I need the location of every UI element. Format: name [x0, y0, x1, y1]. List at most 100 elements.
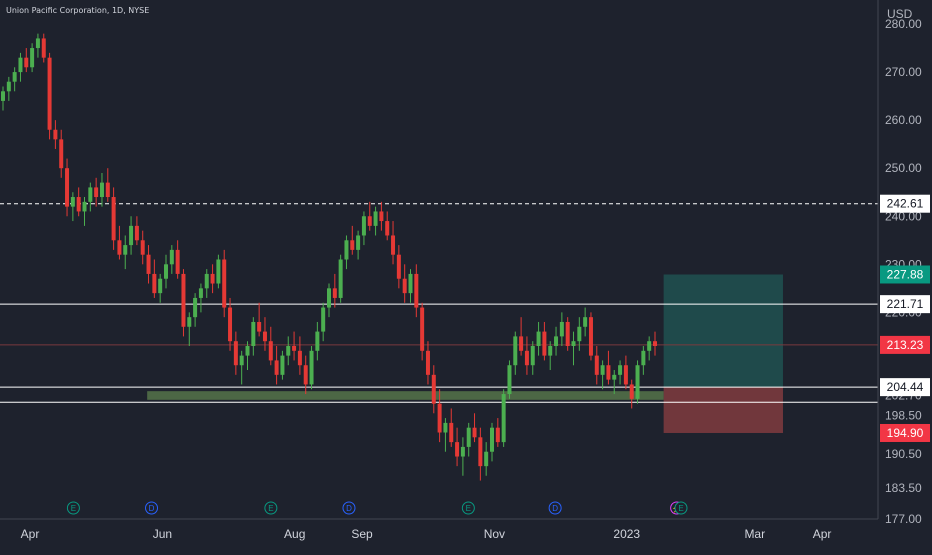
candle-body — [647, 341, 652, 351]
candle-body — [187, 317, 192, 327]
y-tick-label: 183.50 — [885, 481, 922, 495]
candle-body — [99, 182, 104, 198]
candle-body — [565, 321, 570, 346]
candle-body — [338, 259, 343, 298]
candle-body — [53, 129, 58, 140]
candle-body — [47, 57, 52, 130]
candle-body — [484, 451, 489, 467]
candle-body — [571, 341, 576, 346]
candle-body — [251, 321, 256, 346]
candle-body — [623, 365, 628, 385]
candle-body — [408, 273, 413, 294]
event-marker — [674, 501, 688, 515]
x-tick-label: Sep — [351, 527, 373, 541]
candle-body — [431, 374, 436, 404]
candle-body — [164, 264, 168, 279]
candle-body — [361, 216, 366, 236]
candle-body — [1, 91, 5, 101]
candle-body — [94, 187, 99, 198]
price-badge — [880, 295, 930, 314]
candle-body — [24, 57, 29, 68]
candle-body — [612, 374, 617, 380]
candle-body — [152, 273, 157, 294]
candle-body — [193, 297, 198, 318]
candle-body — [542, 331, 547, 356]
candle-body — [210, 273, 215, 284]
candle-body — [653, 341, 657, 346]
price-badge — [880, 335, 930, 354]
candle-body — [507, 365, 512, 395]
candle-body — [577, 326, 582, 342]
y-tick-label: 260.00 — [885, 113, 922, 127]
x-tick-label: Apr — [21, 527, 40, 541]
candle-body — [198, 288, 203, 298]
candle-body — [65, 168, 70, 207]
symbol-header: Union Pacific Corporation, 1D, NYSE — [6, 6, 150, 15]
candle-body — [117, 240, 122, 255]
candle-body — [524, 350, 529, 366]
candle-body — [449, 422, 454, 443]
candle-body — [204, 273, 209, 289]
candle-body — [12, 72, 17, 82]
price-badge — [880, 194, 930, 213]
candle-body — [344, 240, 349, 260]
event-marker-label: E — [268, 504, 273, 513]
candle-body — [134, 225, 139, 241]
event-marker — [342, 501, 356, 515]
candle-body — [41, 38, 46, 58]
price-badge-label: 221.71 — [887, 297, 924, 311]
candle-body — [414, 273, 419, 308]
candle-body — [158, 278, 163, 294]
candle-body — [181, 273, 186, 327]
candle-body — [169, 249, 174, 265]
candle-body — [222, 259, 227, 308]
candle-body — [140, 240, 145, 255]
candle-body — [105, 182, 110, 198]
candle-body — [356, 235, 361, 250]
event-marker-label: E — [466, 504, 471, 513]
candle-body — [303, 365, 308, 385]
candle-body — [129, 225, 134, 246]
candle-body — [268, 341, 273, 361]
candle-body — [490, 427, 494, 452]
y-tick-label: 177.00 — [885, 512, 922, 526]
candle-body — [402, 278, 407, 294]
candle-body — [391, 235, 396, 255]
candle-body — [472, 427, 477, 438]
candle-body — [519, 336, 524, 351]
candle-body — [425, 350, 430, 375]
y-tick-label: 240.00 — [885, 209, 922, 223]
candle-body — [513, 336, 518, 366]
y-tick-label: 190.50 — [885, 447, 922, 461]
candle-body — [262, 331, 267, 342]
event-marker — [548, 501, 562, 515]
candle-body — [478, 437, 483, 467]
event-marker-label: D — [149, 504, 155, 513]
y-tick-label: 198.50 — [885, 409, 922, 423]
candle-body — [495, 427, 500, 443]
candle-body — [606, 365, 611, 380]
candle-body — [245, 346, 250, 356]
candle-body — [292, 346, 297, 351]
candle-body — [286, 346, 291, 356]
candle-body — [315, 331, 320, 351]
support-zone — [147, 391, 664, 400]
x-tick-label: Aug — [284, 527, 305, 541]
candle-body — [82, 201, 87, 212]
candle-body — [548, 346, 553, 356]
candle-body — [455, 442, 460, 457]
candle-body — [629, 384, 634, 399]
x-tick-label: Nov — [484, 527, 505, 541]
event-marker-label: D — [552, 504, 558, 513]
candle-body — [588, 317, 593, 356]
candle-body — [443, 422, 448, 433]
candle-body — [559, 321, 564, 337]
candle-body — [216, 259, 221, 284]
candle-body — [175, 249, 180, 274]
candle-body — [583, 317, 588, 327]
event-marker-label: E — [678, 504, 683, 513]
candle-body — [88, 187, 93, 202]
candle-body — [6, 81, 11, 92]
